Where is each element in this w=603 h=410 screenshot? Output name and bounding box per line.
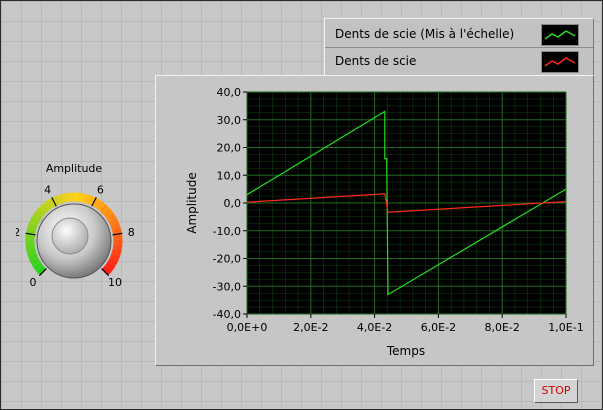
knob-scale-segment	[29, 217, 40, 226]
knob-scale-segment	[107, 257, 119, 267]
knob-scale-segment	[83, 193, 91, 204]
knob-scale-segment	[101, 265, 113, 276]
knob-scale-segment	[38, 204, 49, 215]
knob-scale-segment	[34, 208, 46, 218]
knob-scale-segment	[112, 244, 123, 251]
knob-tick-mark	[38, 268, 47, 277]
knob-scale-segment	[27, 222, 38, 231]
knob-scale-segment	[62, 192, 70, 203]
knob-tick-label: 10	[108, 276, 122, 289]
knob-tick-mark	[91, 197, 97, 207]
knob-tick-mark	[25, 232, 36, 236]
knob-scale-segment	[108, 217, 119, 226]
x-tick-label: 4,0E-2	[357, 321, 392, 334]
knob-scale-segment	[42, 200, 53, 211]
plot-grid	[246, 91, 567, 315]
y-tick-label: 0,0	[224, 197, 242, 210]
knob-tick-mark	[112, 232, 123, 236]
knob-tick-mark	[51, 197, 57, 207]
knob-scale-segment	[26, 227, 37, 235]
waveform-graph[interactable]: 40,0 30,0 20,0 10,0 0,0 -10,0 -20,0 -30,0 -40,0 0…	[155, 75, 594, 366]
knob-scale-arc	[25, 192, 123, 276]
knob-scale-segment	[32, 261, 43, 271]
y-tick-label: 30,0	[217, 114, 242, 127]
legend-item-raw-label: Dents de scie	[335, 54, 417, 68]
knob-scale-segment	[99, 204, 110, 215]
axis-ticks: 40,0 30,0 20,0 10,0 0,0 -10,0 -20,0 -30,0 -40,00…	[213, 86, 584, 334]
knob-scale-segment	[78, 192, 86, 203]
legend-line-raw-icon	[544, 57, 576, 67]
knob-tick-label: 0	[29, 276, 36, 289]
knob-scale-segment	[105, 261, 116, 271]
knob-scale-ticks: 0 2 4 6 8 10	[13, 183, 135, 289]
x-tick-label: 1,0E-1	[548, 321, 583, 334]
graph-canvas: 40,0 30,0 20,0 10,0 0,0 -10,0 -20,0 -30,0 -40,00…	[185, 86, 584, 358]
legend-divider	[325, 47, 593, 48]
knob-tick-label: 4	[44, 183, 51, 196]
legend-swatch-scaled[interactable]	[541, 24, 579, 46]
knob-scale-segment	[105, 212, 117, 222]
knob-tick-label: 2	[16, 226, 20, 239]
knob-tick-label: 6	[97, 183, 104, 196]
knob-scale-segment	[51, 195, 61, 206]
knob-scale-segment	[102, 208, 114, 218]
amplitude-knob-control: Amplitude 0 2 4 6 8 10	[13, 156, 166, 306]
x-tick-label: 0,0E+0	[227, 321, 268, 334]
y-tick-label: -30,0	[213, 280, 241, 293]
knob-tick-mark	[101, 268, 110, 277]
knob-scale-segment	[57, 193, 65, 204]
knob-scale-segment	[47, 197, 57, 209]
knob-scale-segment	[111, 248, 122, 257]
y-tick-label: 20,0	[217, 142, 242, 155]
stop-button[interactable]: STOP	[534, 379, 578, 403]
knob-scale-segment	[27, 253, 39, 262]
knob-scale-segment	[25, 244, 36, 251]
knob-scale-segment	[26, 248, 37, 257]
legend-line-scaled-icon	[544, 30, 576, 40]
knob-scale-segment	[91, 197, 101, 209]
y-axis-label: Amplitude	[185, 172, 199, 234]
knob-cap	[51, 217, 89, 255]
plot-series	[246, 110, 567, 296]
y-tick-label: 40,0	[217, 86, 242, 99]
knob-scale-segment	[31, 212, 43, 222]
knob-scale-segment	[87, 195, 97, 206]
y-tick-label: 10,0	[217, 169, 242, 182]
y-tick-label: -10,0	[213, 225, 241, 238]
legend-swatch-raw[interactable]	[541, 51, 579, 73]
legend-item-scaled-label: Dents de scie (Mis à l'échelle)	[335, 27, 515, 41]
knob-scale-segment	[111, 227, 122, 235]
y-tick-label: -20,0	[213, 253, 241, 266]
knob-scale-segment	[25, 233, 35, 240]
plot-legend: Dents de scie (Mis à l'échelle) Dents de…	[324, 18, 594, 77]
knob-svg: Amplitude 0 2 4 6 8 10	[13, 162, 135, 289]
knob-scale-segment	[109, 253, 121, 262]
knob-scale-segment	[29, 257, 41, 267]
knob-scale-segment	[113, 233, 123, 240]
y-tick-label: -40,0	[213, 308, 241, 321]
x-axis-label: Temps	[386, 344, 425, 358]
x-tick-label: 2,0E-2	[293, 321, 328, 334]
knob-title: Amplitude	[46, 162, 103, 175]
knob-scale-segment	[35, 265, 47, 276]
knob-scale-segment	[110, 222, 121, 231]
series-line-raw	[246, 193, 567, 213]
knob-scale-segment	[95, 200, 106, 211]
x-tick-label: 8,0E-2	[484, 321, 519, 334]
knob-tick-label: 8	[128, 226, 135, 239]
series-line-scaled	[246, 110, 567, 296]
x-tick-label: 6,0E-2	[421, 321, 456, 334]
